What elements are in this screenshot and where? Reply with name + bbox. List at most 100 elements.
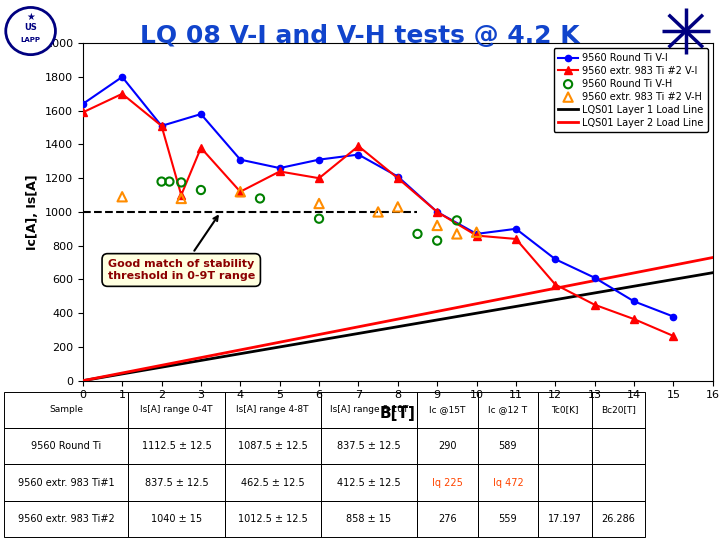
- 9560 Round Ti V-I: [118, 74, 127, 80]
- 9560 Round Ti V-I: [78, 100, 87, 107]
- Text: Iq 225: Iq 225: [432, 477, 463, 488]
- 9560 Round Ti V-H: [313, 214, 325, 223]
- 9560 Round Ti V-I: [669, 313, 678, 320]
- Text: Sample: Sample: [49, 405, 83, 414]
- 9560 extr. 983 Ti #2 V-H: [471, 228, 482, 237]
- 9560 Round Ti V-I: [315, 157, 323, 163]
- 9560 extr. 983 Ti #2 V-I: [275, 168, 284, 175]
- Bar: [128, 392, 225, 428]
- Bar: [417, 501, 477, 537]
- 9560 Round Ti V-I: [472, 231, 481, 237]
- Bar: [538, 428, 592, 464]
- Bar: [321, 392, 417, 428]
- Line: 9560 extr. 983 Ti #2 V-I: 9560 extr. 983 Ti #2 V-I: [78, 90, 678, 340]
- Bar: [417, 428, 477, 464]
- Text: 462.5 ± 12.5: 462.5 ± 12.5: [241, 477, 305, 488]
- Text: 1112.5 ± 12.5: 1112.5 ± 12.5: [142, 441, 212, 451]
- Text: 9560 extr. 983 Ti#1: 9560 extr. 983 Ti#1: [18, 477, 114, 488]
- Text: 1087.5 ± 12.5: 1087.5 ± 12.5: [238, 441, 307, 451]
- Text: 1012.5 ± 12.5: 1012.5 ± 12.5: [238, 514, 307, 524]
- 9560 Round Ti V-I: [275, 165, 284, 171]
- Bar: [477, 501, 539, 537]
- Text: 837.5 ± 12.5: 837.5 ± 12.5: [145, 477, 208, 488]
- 9560 extr. 983 Ti #2 V-I: [315, 175, 323, 181]
- Bar: [417, 464, 477, 501]
- 9560 Round Ti V-I: [157, 123, 166, 129]
- Bar: [225, 464, 321, 501]
- Line: 9560 Round Ti V-I: 9560 Round Ti V-I: [80, 74, 677, 320]
- 9560 Round Ti V-I: [393, 173, 402, 180]
- 9560 Round Ti V-H: [254, 194, 266, 203]
- 9560 Round Ti V-H: [156, 177, 167, 186]
- Bar: [4, 392, 128, 428]
- 9560 extr. 983 Ti #2 V-I: [393, 175, 402, 181]
- Bar: [538, 392, 592, 428]
- 9560 extr. 983 Ti #2 V-H: [372, 208, 384, 217]
- Text: 559: 559: [498, 514, 517, 524]
- 9560 Round Ti V-I: [551, 256, 559, 262]
- Bar: [225, 501, 321, 537]
- Bar: [321, 428, 417, 464]
- 9560 Round Ti V-H: [163, 177, 175, 186]
- Bar: [4, 501, 128, 537]
- Text: 9560 extr. 983 Ti#2: 9560 extr. 983 Ti#2: [17, 514, 114, 524]
- 9560 extr. 983 Ti #2 V-H: [313, 199, 325, 208]
- 9560 Round Ti V-I: [236, 157, 245, 163]
- Text: ★: ★: [26, 12, 35, 22]
- 9560 Round Ti V-H: [195, 186, 207, 194]
- Bar: [321, 464, 417, 501]
- 9560 extr. 983 Ti #2 V-H: [392, 202, 403, 211]
- Text: 26.286: 26.286: [601, 514, 635, 524]
- Bar: [477, 464, 539, 501]
- 9560 extr. 983 Ti #2 V-I: [177, 192, 186, 198]
- Text: 276: 276: [438, 514, 456, 524]
- Text: 1040 ± 15: 1040 ± 15: [151, 514, 202, 524]
- Text: Is[A] range 0-4T: Is[A] range 0-4T: [140, 405, 212, 414]
- 9560 extr. 983 Ti #2 V-I: [630, 316, 639, 322]
- 9560 Round Ti V-I: [512, 226, 521, 232]
- 9560 extr. 983 Ti #2 V-I: [197, 145, 205, 151]
- Text: Is[A] range 8-10T: Is[A] range 8-10T: [330, 405, 408, 414]
- 9560 extr. 983 Ti #2 V-I: [78, 109, 87, 116]
- Circle shape: [6, 8, 55, 55]
- Text: 412.5 ± 12.5: 412.5 ± 12.5: [337, 477, 401, 488]
- 9560 extr. 983 Ti #2 V-I: [354, 143, 363, 150]
- 9560 extr. 983 Ti #2 V-I: [551, 281, 559, 288]
- Text: LQ 08 V-I and V-H tests @ 4.2 K: LQ 08 V-I and V-H tests @ 4.2 K: [140, 24, 580, 48]
- Bar: [477, 392, 539, 428]
- Text: 17.197: 17.197: [548, 514, 582, 524]
- Bar: [321, 501, 417, 537]
- 9560 Round Ti V-H: [431, 237, 443, 245]
- 9560 extr. 983 Ti #2 V-I: [669, 333, 678, 339]
- 9560 extr. 983 Ti #2 V-I: [433, 209, 441, 215]
- Bar: [225, 392, 321, 428]
- Bar: [128, 464, 225, 501]
- Text: LAPP: LAPP: [21, 37, 40, 43]
- Y-axis label: Ic[A], Is[A]: Ic[A], Is[A]: [27, 174, 40, 250]
- X-axis label: B[T]: B[T]: [380, 406, 415, 421]
- 9560 Round Ti V-H: [176, 178, 187, 187]
- 9560 extr. 983 Ti #2 V-H: [431, 221, 443, 230]
- Text: Ic @12 T: Ic @12 T: [488, 405, 528, 414]
- Legend: 9560 Round Ti V-I, 9560 extr. 983 Ti #2 V-I, 9560 Round Ti V-H, 9560 extr. 983 T: 9560 Round Ti V-I, 9560 extr. 983 Ti #2 …: [554, 48, 708, 132]
- 9560 Round Ti V-I: [197, 111, 205, 117]
- 9560 Round Ti V-I: [354, 151, 363, 158]
- Text: Ic @15T: Ic @15T: [429, 405, 466, 414]
- Text: Good match of stability
threshold in 0-9T range: Good match of stability threshold in 0-9…: [107, 216, 255, 281]
- Bar: [592, 464, 645, 501]
- 9560 extr. 983 Ti #2 V-H: [117, 192, 128, 201]
- 9560 Round Ti V-I: [630, 298, 639, 305]
- Bar: [128, 501, 225, 537]
- Bar: [4, 428, 128, 464]
- 9560 extr. 983 Ti #2 V-I: [157, 123, 166, 129]
- Text: Is[A] range 4-8T: Is[A] range 4-8T: [236, 405, 309, 414]
- Text: Iq 472: Iq 472: [492, 477, 523, 488]
- 9560 Round Ti V-I: [433, 209, 441, 215]
- 9560 extr. 983 Ti #2 V-H: [451, 230, 463, 238]
- Text: 290: 290: [438, 441, 456, 451]
- Text: 9560 Round Ti: 9560 Round Ti: [31, 441, 101, 451]
- 9560 Round Ti V-H: [451, 216, 463, 225]
- Bar: [592, 428, 645, 464]
- Bar: [417, 392, 477, 428]
- Bar: [4, 464, 128, 501]
